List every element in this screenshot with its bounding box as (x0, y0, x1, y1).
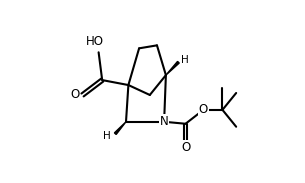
Text: O: O (181, 141, 190, 154)
Text: N: N (160, 115, 168, 128)
Text: O: O (70, 88, 79, 101)
Polygon shape (114, 122, 126, 135)
Text: O: O (199, 103, 208, 116)
Text: HO: HO (86, 35, 104, 48)
Polygon shape (166, 61, 179, 75)
Text: H: H (103, 131, 111, 141)
Text: H: H (181, 55, 188, 65)
